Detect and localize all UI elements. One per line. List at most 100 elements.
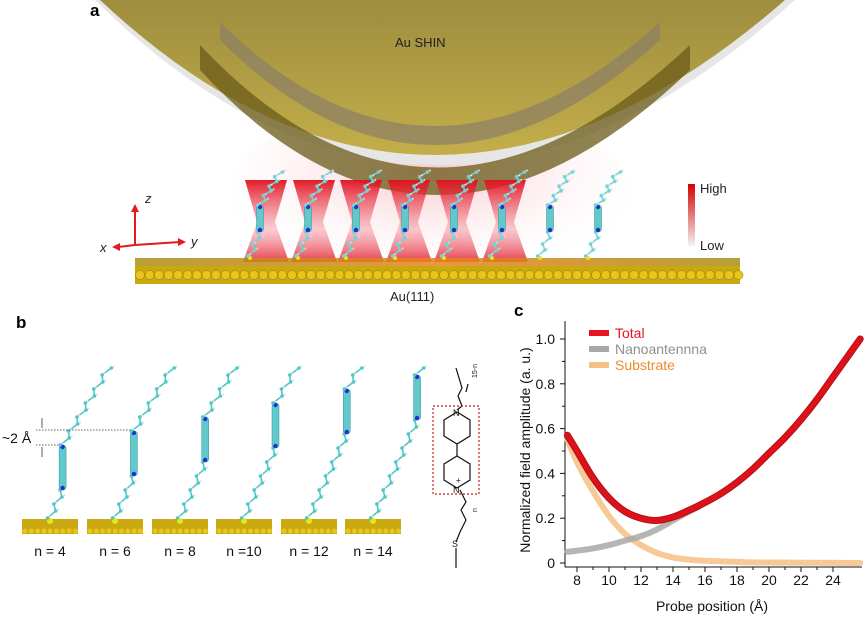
molecule-n-8 [152,365,241,534]
atom-n-bottom: N [453,485,460,495]
colorbar-high-label: High [700,181,727,196]
gold-atom [220,270,231,280]
y-tick-label: 1.0 [536,331,556,347]
gold-atom [486,270,497,280]
gold-atom [315,270,326,280]
gold-atom [676,270,687,280]
x-tick-label: 8 [573,572,581,588]
gold-atom [629,270,639,280]
gold-atom [429,270,440,280]
x-tick-label: 18 [729,572,745,588]
gold-atom [581,270,592,280]
molecule [583,169,624,260]
substrate-label: Au(111) [390,289,434,304]
gold-atom [705,270,715,280]
molecule-n-14 [345,365,428,534]
y-tick-label: 0.4 [536,465,556,481]
gold-atom [249,270,259,280]
x-tick-label: 22 [793,572,809,588]
colorbar-low-label: Low [700,238,724,253]
shin-atom-layer-1 [220,22,660,145]
molecule [390,169,431,260]
molecule-label: n = 8 [164,543,196,559]
gold-atom [135,270,145,280]
gold-atom [477,270,487,280]
gold-atom [591,270,601,280]
substrate-atoms [135,270,744,280]
gold-atom [515,270,525,280]
x-tick-label: 14 [665,572,681,588]
gold-atom [258,270,269,280]
x-tick-label: 12 [633,572,649,588]
gold-atom [239,270,250,280]
gold-atom [344,270,354,280]
y-tick-label: 0.8 [536,376,556,392]
gold-atom [562,270,573,280]
gold-atom [648,270,658,280]
gold-atom [410,270,421,280]
substrate-surface [135,258,740,266]
gold-atom [391,270,402,280]
top-subscript: 15-n [472,364,479,378]
axis-triad: z x y [99,191,199,255]
bottom-subscript: n [472,508,479,512]
shin-atom-layer-2 [200,45,690,195]
gold-atom [695,270,706,280]
molecule-label: n =10 [226,543,262,559]
y-axis-title: Normalized field amplitude (a. u.) [517,347,533,552]
molecule-n-12 [281,365,366,534]
gold-atom [144,270,155,280]
x-axis-title: Probe position (Å) [656,598,768,614]
gold-atom [724,270,734,280]
gold-atom [154,270,164,280]
panel-c: c 8 10 12 14 16 18 20 22 24 0 0.2 0.4 0.6 0.8 1.0 Prob… [514,301,864,614]
y-tick-label: 0 [547,555,555,571]
x-tick-label: 10 [601,572,617,588]
molecule [245,169,286,260]
gold-atom [534,270,544,280]
series-line-total [564,336,863,523]
gold-atom [382,270,392,280]
field-hotspot [338,180,384,262]
gold-atom [334,270,345,280]
gold-atom [325,270,335,280]
x-tick-label: 16 [697,572,713,588]
panel-a-label: a [90,1,100,20]
gold-atom [277,270,288,280]
molecule-label: n = 12 [289,543,329,559]
z-arrow-icon [131,204,139,212]
molecule [439,169,480,260]
molecule [535,169,576,260]
gold-atom [401,270,411,280]
field-hotspot [386,180,432,262]
molecule-label: n = 14 [353,543,393,559]
molecule-n-6 [87,365,178,534]
colorbar [688,184,695,246]
legend-label: Total [615,325,645,341]
molecule-n-4 [22,365,115,534]
molecules-panel-b [22,365,428,534]
gold-atom [733,270,744,280]
molecule-label: n = 6 [99,543,131,559]
gold-atom [230,270,240,280]
gold-atom [714,270,725,280]
gold-atom [173,270,183,280]
gold-atom [496,270,506,280]
gold-atom [192,270,202,280]
series-line-substrate [564,436,864,566]
gold-atom [363,270,373,280]
y-axis-label: y [190,234,199,249]
gold-atom [439,270,449,280]
gold-atom [638,270,649,280]
x-tick-label: 24 [825,572,841,588]
atom-n-top: N [453,408,460,418]
gold-atom [448,270,459,280]
x-tick-label: 20 [761,572,777,588]
x-arrow-icon [112,243,120,251]
gold-atom [372,270,383,280]
molecule [341,169,382,260]
molecule [293,169,334,260]
